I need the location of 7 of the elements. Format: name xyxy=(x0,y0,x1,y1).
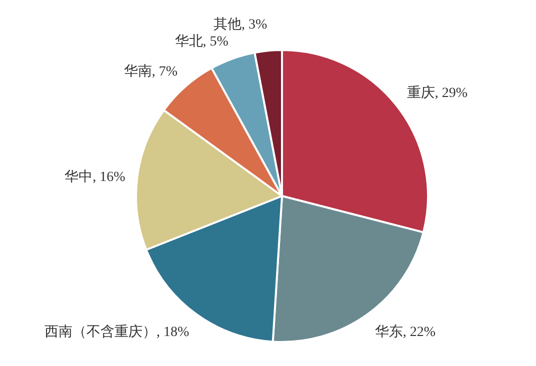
slice-label: 华中, 16% xyxy=(64,169,126,186)
slice-label: 华南, 7% xyxy=(124,63,178,80)
slice-label: 华北, 5% xyxy=(174,33,229,50)
slice-label: 其他, 3% xyxy=(213,16,268,32)
slice-label: 华东, 22% xyxy=(374,324,436,340)
slice-label: 重庆, 29% xyxy=(406,85,468,102)
slice-label: 西南（不含重庆）, 18% xyxy=(44,324,190,340)
